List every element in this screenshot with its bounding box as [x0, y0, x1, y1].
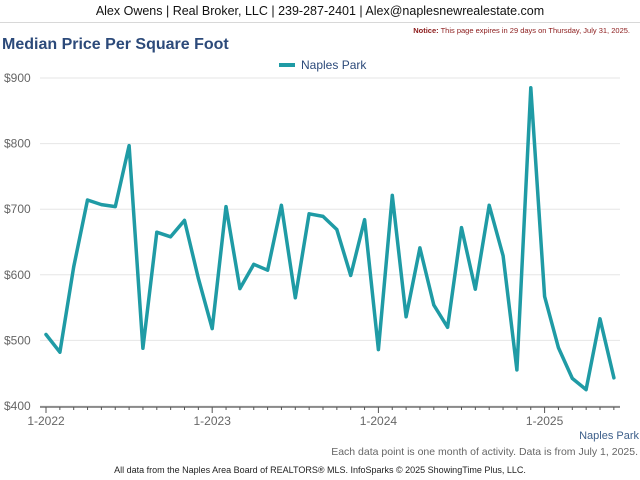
data-point — [570, 376, 574, 380]
notice-text: This page expires in 29 days on Thursday… — [440, 26, 630, 35]
data-point — [321, 214, 325, 218]
data-point — [460, 226, 463, 230]
data-point — [252, 262, 256, 266]
x-tick-label: 1-2023 — [194, 414, 232, 428]
data-point — [404, 315, 408, 319]
data-point — [44, 332, 48, 336]
contact-text: Alex Owens | Real Broker, LLC | 239-287-… — [95, 4, 545, 18]
legend-label: Naples Park — [301, 58, 367, 72]
data-point — [349, 273, 353, 277]
y-tick-label: $800 — [4, 137, 31, 151]
data-point — [293, 296, 297, 300]
data-point — [335, 228, 339, 232]
data-point — [113, 205, 117, 209]
data-point — [584, 388, 588, 392]
data-point — [155, 230, 159, 234]
chart-legend[interactable]: Naples Park — [279, 58, 366, 72]
data-point — [543, 294, 547, 298]
legend-swatch — [279, 63, 295, 67]
series-label: Naples Park — [579, 430, 639, 442]
data-point — [210, 327, 214, 331]
data-point — [529, 86, 533, 90]
data-point — [432, 303, 436, 307]
x-tick-label: 1-2024 — [360, 414, 398, 428]
data-point — [279, 203, 283, 207]
data-point — [473, 287, 477, 291]
data-point — [224, 205, 228, 209]
data-point — [598, 317, 602, 321]
data-point — [86, 198, 90, 202]
y-tick-label: $700 — [4, 202, 31, 216]
data-point — [238, 287, 242, 291]
data-point — [196, 276, 200, 280]
data-point — [183, 218, 186, 222]
y-tick-label: $900 — [4, 71, 31, 85]
notice-label: Notice: — [413, 26, 439, 35]
data-point — [363, 218, 367, 222]
x-tick-label: 1-2025 — [526, 414, 564, 428]
y-tick-label: $400 — [4, 399, 31, 413]
data-point — [418, 246, 422, 250]
data-point — [266, 268, 270, 272]
expiry-notice: Notice: This page expires in 29 days on … — [413, 26, 630, 35]
data-point — [501, 254, 505, 258]
data-point — [556, 346, 560, 350]
data-note: Each data point is one month of activity… — [331, 446, 638, 458]
data-point — [487, 203, 491, 207]
contact-header: Alex Owens | Real Broker, LLC | 239-287-… — [0, 0, 640, 23]
y-tick-label: $500 — [4, 333, 31, 347]
x-tick-label: 1-2022 — [27, 414, 65, 428]
data-point — [446, 325, 450, 329]
data-point — [515, 368, 519, 372]
footer-credit: All data from the Naples Area Board of R… — [114, 465, 526, 475]
data-point — [612, 376, 616, 380]
y-tick-label: $600 — [4, 268, 31, 282]
data-point — [141, 346, 145, 350]
data-point — [169, 235, 173, 239]
data-point — [376, 348, 380, 352]
series-line-naples-park — [44, 86, 616, 392]
data-point — [72, 265, 76, 269]
data-point — [99, 203, 103, 207]
data-point — [127, 144, 131, 148]
data-point — [58, 350, 62, 354]
data-point — [390, 193, 394, 197]
chart-title: Median Price Per Square Foot — [2, 36, 229, 53]
data-point — [307, 212, 311, 216]
